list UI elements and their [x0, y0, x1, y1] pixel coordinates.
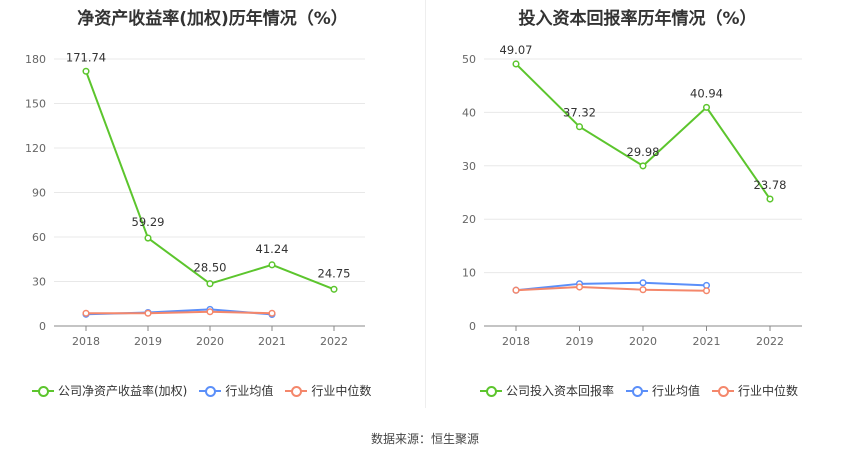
- roic-series-0-point-1: [575, 123, 584, 131]
- roe-y-tick-label-6: 180: [25, 53, 46, 66]
- roe-series-0-point-1: [144, 234, 152, 242]
- roic-legend-marker-0: [480, 385, 502, 397]
- roic-data-label-2: 29.98: [627, 145, 660, 159]
- roic-x-tick-label-3: 2021: [693, 335, 721, 348]
- roic-x-tick-label-2: 2020: [629, 335, 657, 348]
- roic-series-0-point-3: [702, 103, 711, 111]
- roe-data-label-3: 41.24: [256, 242, 289, 256]
- roe-series-0-point-0: [82, 67, 90, 75]
- roic-series-0-point-2: [639, 162, 647, 170]
- roic-x-tick-label-4: 2022: [756, 335, 784, 348]
- roe-data-label-0: 171.74: [66, 50, 106, 64]
- roic-x-tick-label-1: 2019: [566, 335, 594, 348]
- roic-legend-label-1: 行业均值: [652, 384, 701, 398]
- roic-x-tick-label-0: 2018: [502, 335, 530, 348]
- roe-series-0-point-4: [330, 285, 338, 293]
- roic-data-label-4: 23.78: [754, 178, 787, 192]
- roe-y-tick-label-4: 120: [25, 142, 46, 155]
- roe-data-label-2: 28.50: [194, 261, 227, 275]
- roic-series-0-line: [515, 63, 771, 200]
- roe-x-tick-label-3: 2021: [258, 335, 286, 348]
- roic-legend-item-2[interactable]: 行业中位数: [712, 382, 798, 399]
- roe-y-tick-label-5: 150: [25, 98, 46, 111]
- roe-series-0-point-3: [268, 261, 276, 269]
- roe-legend: 公司净资产收益率(加权) 行业均值 行业中位数: [32, 382, 383, 399]
- roic-series-2-point-3: [702, 287, 711, 295]
- roe-legend-label-0: 公司净资产收益率(加权): [58, 384, 188, 398]
- roic-series-2-point-2: [639, 286, 647, 294]
- roic-legend-item-0[interactable]: 公司投入资本回报率: [480, 382, 614, 399]
- roe-legend-item-1[interactable]: 行业均值: [199, 382, 273, 399]
- roic-y-tick-label-1: 10: [462, 267, 476, 280]
- roe-y-tick-label-3: 90: [32, 187, 46, 200]
- roe-x-tick-label-0: 2018: [72, 335, 100, 348]
- roe-x-tick-label-1: 2019: [134, 335, 162, 348]
- roe-legend-item-0[interactable]: 公司净资产收益率(加权): [32, 382, 187, 399]
- roe-series-2-point-1: [144, 309, 152, 317]
- roe-series-2-point-3: [268, 309, 276, 317]
- panel-divider: [425, 0, 426, 408]
- roic-y-tick-label-4: 40: [462, 106, 476, 119]
- roic-series-2-point-1: [575, 283, 584, 291]
- roe-series-2-point-0: [82, 309, 90, 317]
- roic-y-tick-label-3: 30: [462, 160, 476, 173]
- roe-legend-marker-0: [32, 385, 54, 397]
- roe-series-2-line: [86, 310, 273, 315]
- roic-series-0-point-0: [512, 60, 520, 68]
- roic-series-0-point-4: [766, 195, 774, 203]
- roe-x-tick-label-2: 2020: [196, 335, 224, 348]
- roic-y-tick-label-2: 20: [462, 213, 476, 226]
- roe-y-tick-label-0: 0: [39, 320, 46, 333]
- roic-data-label-0: 49.07: [500, 43, 533, 57]
- roe-legend-item-2[interactable]: 行业中位数: [285, 382, 371, 399]
- roe-y-tick-label-1: 30: [32, 276, 46, 289]
- roic-series-1-point-2: [639, 279, 647, 287]
- roe-series-2-point-2: [206, 308, 214, 316]
- roe-legend-label-1: 行业均值: [225, 384, 274, 398]
- roic-legend-label-0: 公司投入资本回报率: [506, 384, 615, 398]
- roic-legend-item-1[interactable]: 行业均值: [626, 382, 700, 399]
- roe-data-label-1: 59.29: [132, 215, 165, 229]
- roe-y-tick-label-2: 60: [32, 231, 46, 244]
- roe-series-0-point-2: [206, 280, 214, 288]
- roic-y-tick-label-5: 50: [462, 53, 476, 66]
- roic-series-1-line: [515, 281, 707, 292]
- source-note: 数据来源：恒生聚源: [370, 432, 479, 446]
- roic-data-label-3: 40.94: [690, 86, 723, 100]
- roe-legend-label-2: 行业中位数: [311, 384, 372, 398]
- roe-data-label-4: 24.75: [318, 266, 351, 280]
- roic-legend-marker-2: [712, 385, 735, 397]
- roic-legend: 公司投入资本回报率 行业均值 行业中位数: [480, 382, 810, 399]
- roic-series-2-point-0: [512, 286, 520, 294]
- roe-chart-title: 净资产收益率(加权)历年情况（%）: [77, 9, 348, 29]
- roic-legend-label-2: 行业中位数: [738, 384, 799, 398]
- roic-legend-marker-1: [626, 385, 649, 397]
- roic-data-label-1: 37.32: [563, 106, 596, 120]
- roe-legend-marker-2: [285, 385, 308, 397]
- roic-chart-title: 投入资本回报率历年情况（%）: [518, 9, 757, 29]
- roic-y-tick-label-0: 0: [469, 320, 476, 333]
- roe-x-tick-label-4: 2022: [320, 335, 348, 348]
- roe-legend-marker-1: [199, 385, 222, 397]
- roic-series-2-line: [515, 286, 707, 292]
